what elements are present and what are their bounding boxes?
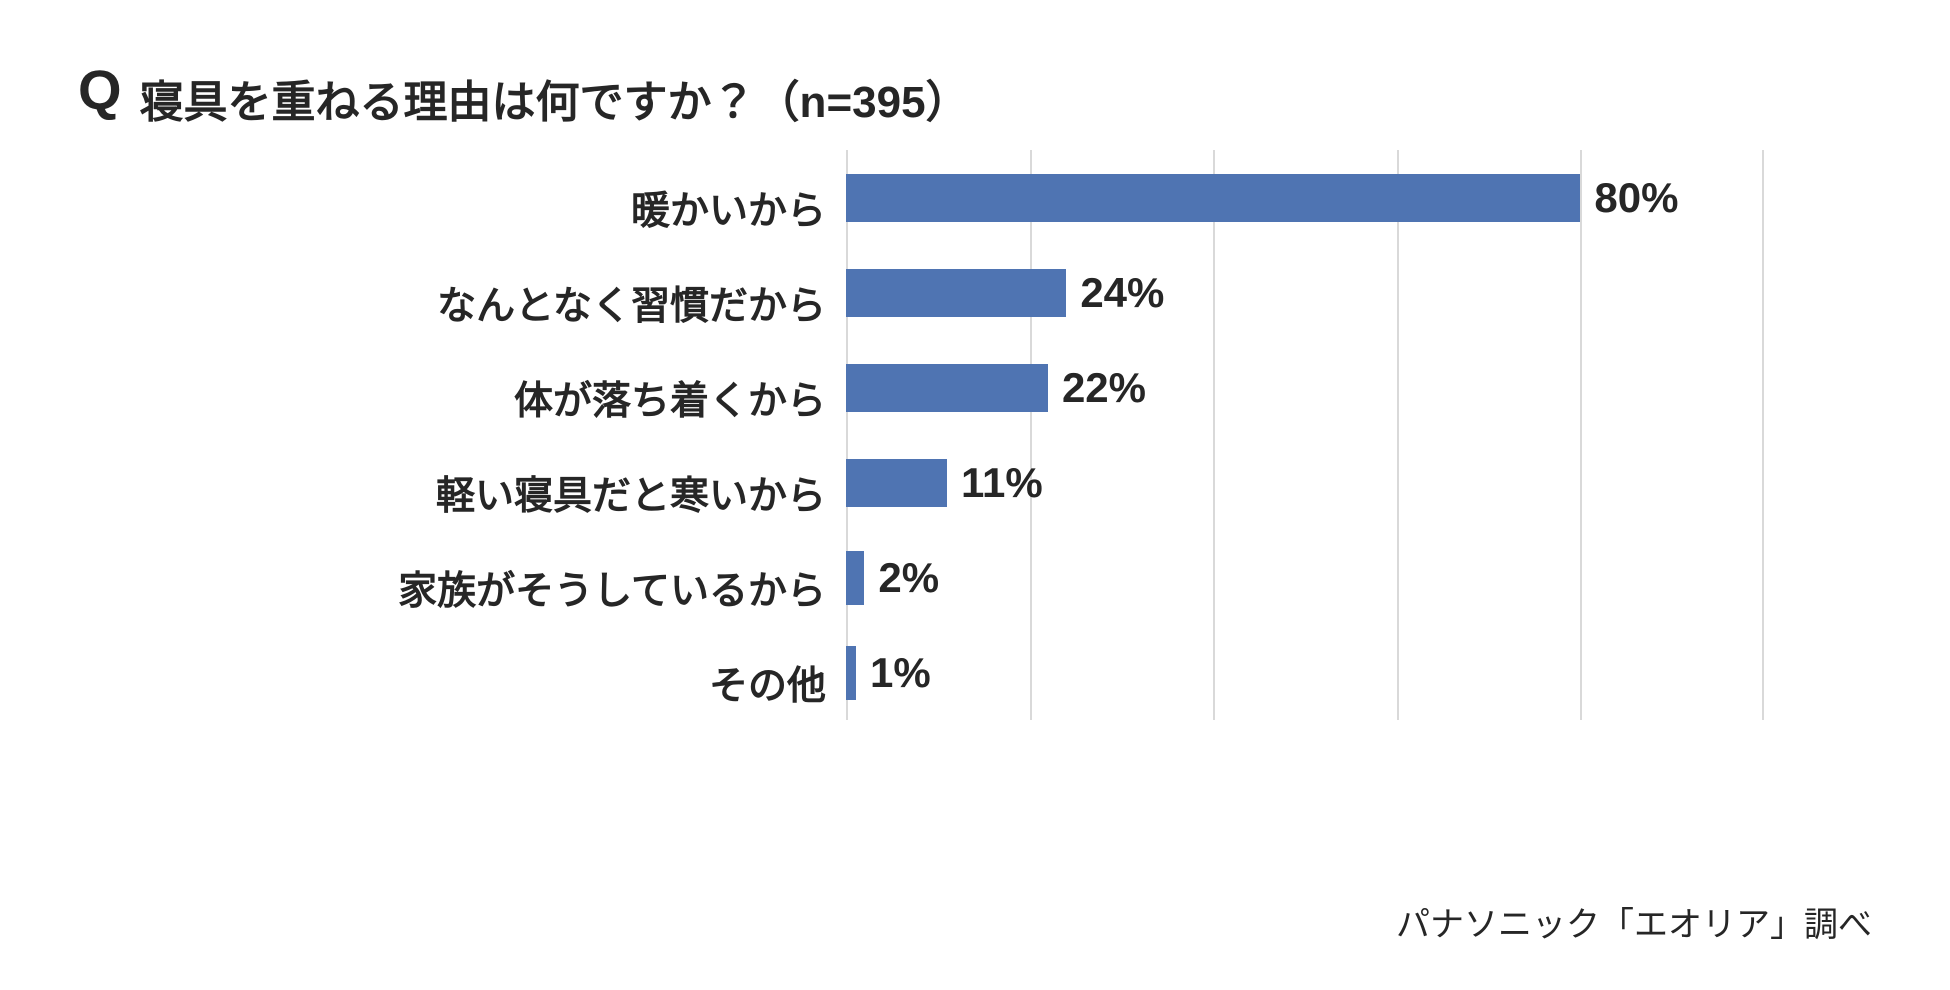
page-title: Q 寝具を重ねる理由は何ですか？（n=395） bbox=[78, 58, 970, 125]
question-title-text: 寝具を重ねる理由は何ですか？（n=395） bbox=[139, 78, 970, 127]
gridline-100 bbox=[1762, 150, 1764, 720]
bar-row-5: 1% bbox=[846, 625, 1764, 720]
bar-value-0: 80% bbox=[1594, 173, 1679, 221]
gridline-20 bbox=[1029, 150, 1032, 720]
bar-5[interactable] bbox=[846, 645, 856, 700]
question-mark-glyph: Q bbox=[78, 58, 122, 121]
bar-row-3: 11% bbox=[846, 435, 1764, 530]
bar-row-2: 22% bbox=[846, 340, 1764, 435]
bar-row-1: 24% bbox=[846, 245, 1764, 340]
gridline-0 bbox=[846, 150, 848, 720]
bar-value-5: 1% bbox=[870, 648, 931, 696]
bar-value-3: 11% bbox=[960, 458, 1043, 506]
category-label-5: その他 bbox=[708, 665, 826, 708]
source-attribution: パナソニック「エオリア」調べ bbox=[1396, 906, 1872, 944]
category-label-2: 体が落ち着くから bbox=[513, 380, 826, 423]
category-label-1: なんとなく習慣だから bbox=[437, 285, 826, 328]
bar-4[interactable] bbox=[846, 550, 865, 605]
bar-value-2: 22% bbox=[1061, 363, 1147, 411]
bar-1[interactable] bbox=[846, 268, 1067, 317]
bar-value-1: 24% bbox=[1080, 268, 1165, 316]
gridline-40 bbox=[1213, 150, 1216, 720]
bar-row-0: 80% bbox=[846, 150, 1764, 245]
bar-2[interactable] bbox=[846, 363, 1048, 412]
category-label-3: 軽い寝具だと寒いから bbox=[435, 475, 826, 518]
bar-0[interactable] bbox=[846, 173, 1581, 222]
bar-row-4: 2% bbox=[846, 530, 1764, 625]
gridline-80 bbox=[1580, 150, 1583, 720]
gridline-60 bbox=[1396, 150, 1399, 720]
category-label-0: 暖かいから bbox=[630, 190, 826, 233]
category-label-4: 家族がそうしているから bbox=[398, 570, 826, 613]
bar-3[interactable] bbox=[846, 458, 947, 507]
bar-value-4: 2% bbox=[878, 553, 940, 601]
plot-area: 80% 24% 22% 11% 2% 1% bbox=[846, 150, 1764, 720]
